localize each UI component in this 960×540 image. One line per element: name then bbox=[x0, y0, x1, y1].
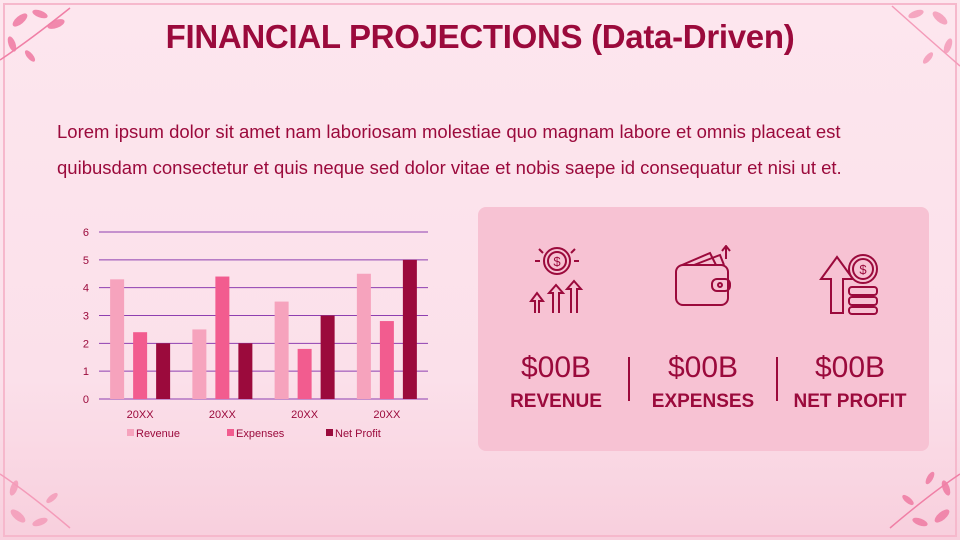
legend-label: Net Profit bbox=[335, 428, 381, 440]
y-tick-label: 2 bbox=[83, 338, 89, 350]
svg-text:$: $ bbox=[859, 262, 867, 277]
svg-text:$: $ bbox=[553, 254, 561, 269]
bar-expenses bbox=[133, 332, 148, 399]
y-tick-label: 1 bbox=[83, 366, 89, 378]
wallet-icon bbox=[675, 245, 731, 306]
y-tick-label: 3 bbox=[83, 311, 89, 323]
expenses-value: $00B bbox=[667, 351, 739, 384]
y-tick-label: 6 bbox=[83, 227, 89, 239]
x-tick-label: 20XX bbox=[373, 409, 401, 421]
bar-chart: 0 1 2 3 4 5 6 20XX 20XX 20XX 20XX Revenue Expenses… bbox=[83, 227, 428, 440]
kpi-divider bbox=[628, 357, 630, 401]
expenses-label: EXPENSES bbox=[651, 391, 755, 412]
floral-decoration-icon bbox=[0, 473, 71, 529]
bar-net-profit bbox=[402, 259, 417, 399]
coin-growth-icon: $ bbox=[529, 247, 584, 313]
legend-label: Expenses bbox=[236, 428, 285, 440]
revenue-label: REVENUE bbox=[510, 391, 602, 412]
bar-net-profit bbox=[320, 315, 335, 399]
revenue-value: $00B bbox=[520, 351, 592, 384]
bar-net-profit bbox=[156, 343, 171, 399]
floral-decoration-icon bbox=[0, 7, 71, 62]
legend-swatch bbox=[227, 429, 234, 436]
kpi-divider bbox=[776, 357, 778, 401]
net-profit-value: $00B bbox=[814, 351, 886, 384]
legend-label: Revenue bbox=[136, 428, 180, 440]
net-profit-label: NET PROFIT bbox=[793, 391, 907, 412]
legend-swatch bbox=[326, 429, 333, 436]
kpi-revenue: $ $00B REVENUE bbox=[481, 207, 631, 451]
x-tick-label: 20XX bbox=[209, 409, 237, 421]
bar-revenue bbox=[274, 301, 289, 399]
x-tick-label: 20XX bbox=[291, 409, 319, 421]
bar-revenue bbox=[192, 329, 207, 399]
y-tick-label: 0 bbox=[83, 394, 89, 406]
profit-arrow-coins-icon: $ bbox=[819, 254, 878, 315]
bar-expenses bbox=[297, 348, 312, 399]
bar-expenses bbox=[379, 321, 394, 399]
bar-expenses bbox=[215, 276, 230, 399]
legend-swatch bbox=[127, 429, 134, 436]
y-tick-label: 4 bbox=[83, 283, 89, 295]
kpi-net-profit: $ $00B NET PROFIT bbox=[775, 207, 925, 451]
x-tick-label: 20XX bbox=[127, 409, 155, 421]
kpi-expenses: $00B EXPENSES bbox=[628, 207, 778, 451]
floral-decoration-icon bbox=[891, 5, 960, 67]
kpi-panel: $ $00B REVENUE $00B EXPENSES $ bbox=[478, 207, 929, 451]
bar-revenue bbox=[110, 279, 125, 399]
bar-revenue bbox=[356, 273, 371, 399]
floral-decoration-icon bbox=[889, 471, 960, 529]
intro-paragraph: Lorem ipsum dolor sit amet nam laboriosa… bbox=[57, 121, 842, 178]
page-title: FINANCIAL PROJECTIONS (Data-Driven) bbox=[165, 18, 795, 55]
bar-net-profit bbox=[238, 343, 253, 399]
y-tick-label: 5 bbox=[83, 255, 89, 267]
